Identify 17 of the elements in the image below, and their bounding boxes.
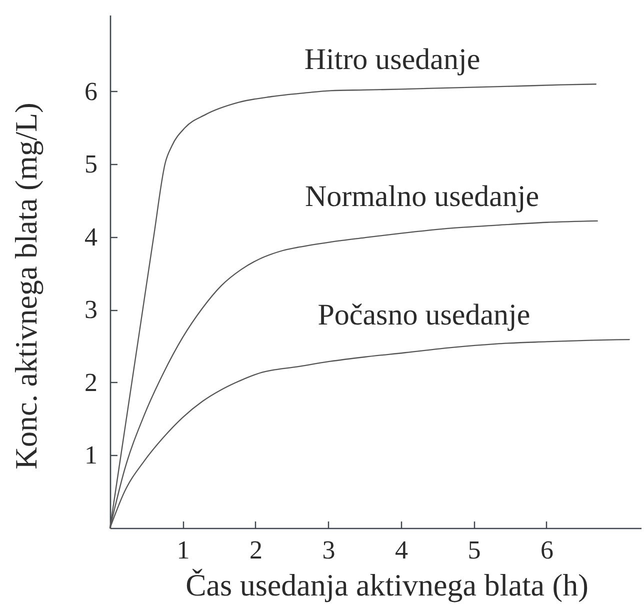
x-axis-title: Čas usedanja aktivnega blata (h) [186,568,588,602]
y-tick-label: 4 [84,222,98,252]
series-label: Počasno usedanje [318,298,530,332]
x-tick-label: 6 [540,536,554,564]
y-tick-label: 5 [84,150,98,179]
y-tick-label: 1 [84,440,98,470]
x-tick-label: 1 [176,536,190,564]
x-tick-label: 4 [394,536,408,564]
series-label: Normalno usedanje [304,180,540,213]
series-label: Hitro usedanje [304,43,480,76]
x-tick-label: 5 [468,536,481,564]
x-tick-label: 2 [249,536,262,564]
y-tick-label: 3 [84,295,98,324]
y-tick-label: 6 [84,76,98,106]
y-tick-label: 2 [84,368,98,397]
x-tick-label: 3 [322,536,336,564]
y-axis-title: Konc. aktivnega blata (mg/L) [8,102,44,470]
